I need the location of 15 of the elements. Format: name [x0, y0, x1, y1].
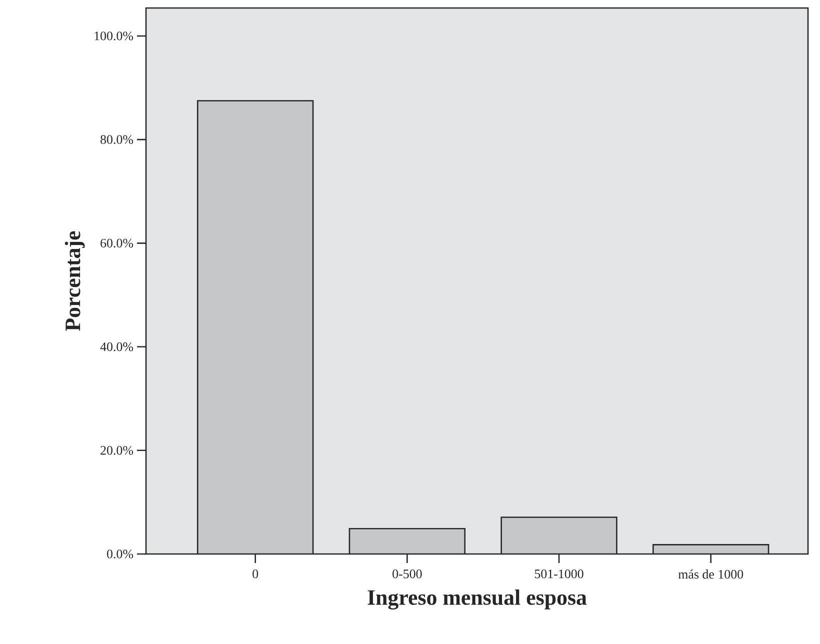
y-axis-title: Porcentaje: [64, 231, 85, 331]
bar: [500, 516, 618, 554]
bar: [198, 100, 314, 554]
bar: [348, 528, 466, 554]
y-tick-label: 40.0%: [100, 342, 134, 352]
y-tick-label: 60.0%: [100, 238, 134, 248]
y-tick-label: 100.0%: [94, 32, 134, 40]
x-tick-label: más de 1000: [678, 570, 744, 579]
y-tick-label: 80.0%: [100, 135, 134, 144]
y-tick-label: 20.0%: [100, 446, 134, 455]
x-tick-label: 0-500: [392, 570, 422, 578]
x-axis-title: Ingreso mensual esposa: [368, 589, 587, 610]
y-tick-label: 0.0%: [107, 550, 134, 558]
x-tick-label: 501-1000: [534, 570, 584, 578]
x-tick-label: 0: [252, 570, 258, 578]
